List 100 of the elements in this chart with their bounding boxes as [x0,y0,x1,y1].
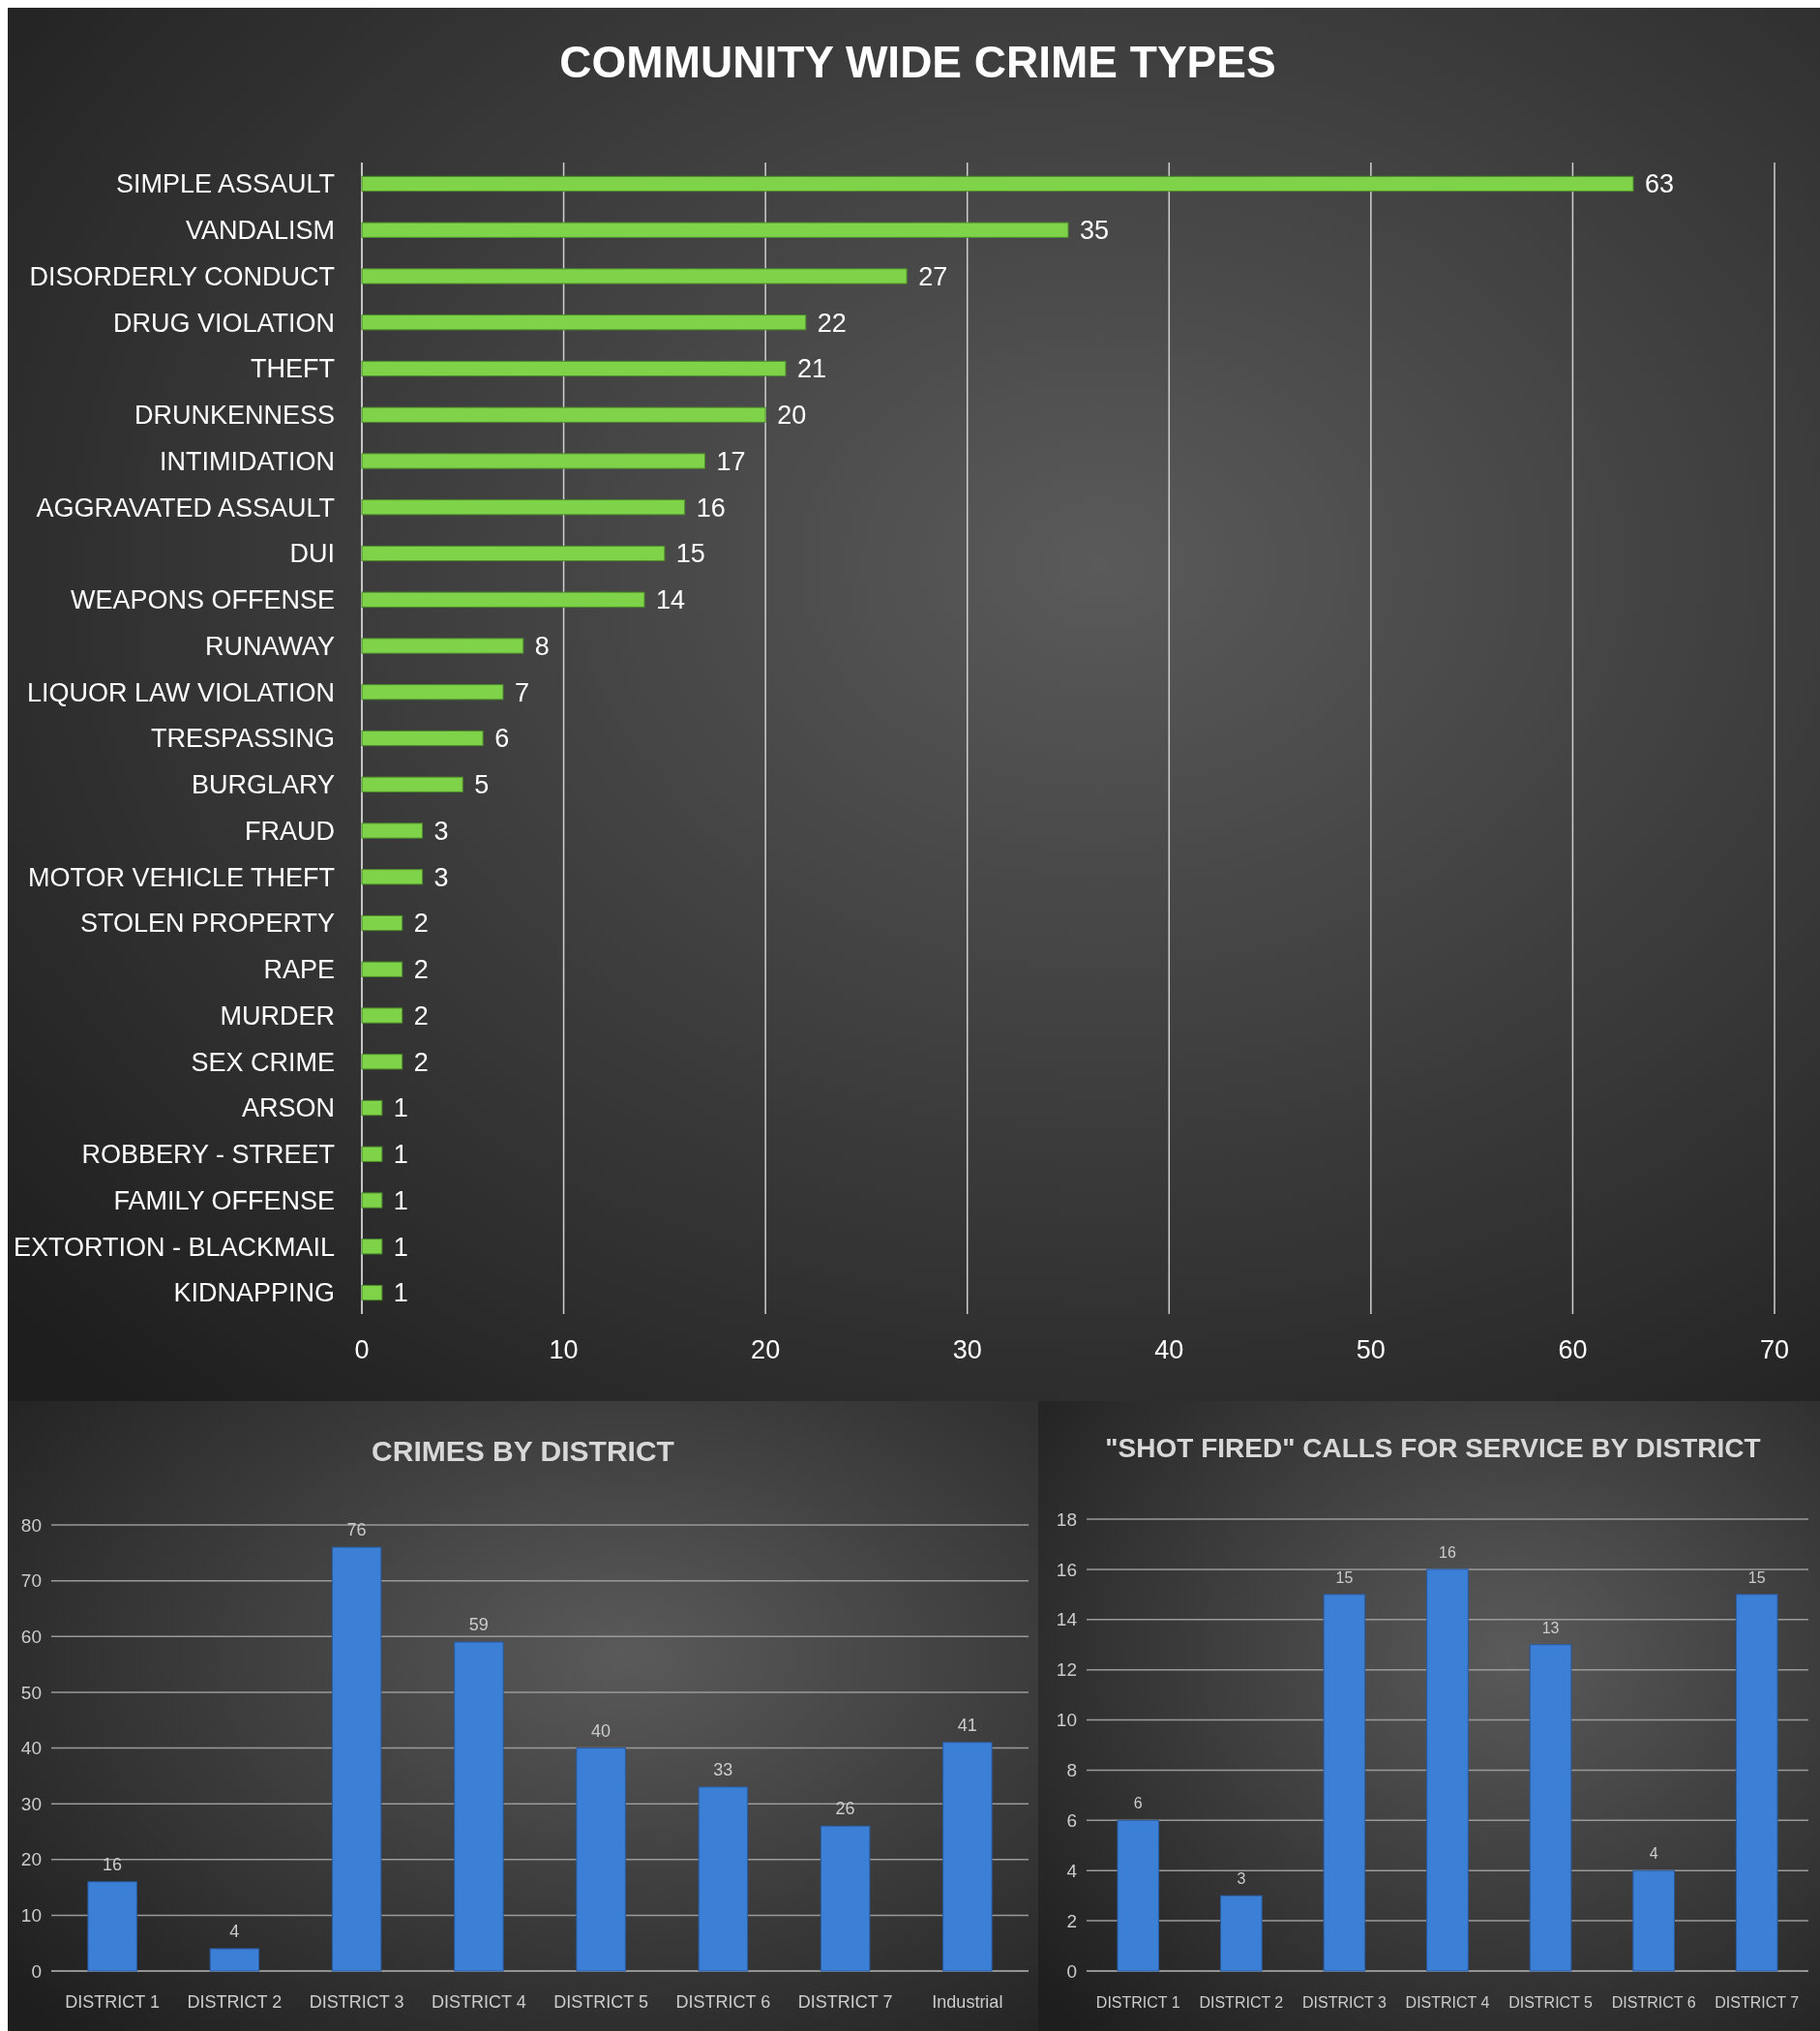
chart-title: "SHOT FIRED" CALLS FOR SERVICE BY DISTRICT [1105,1433,1761,1463]
y-tick-label: 12 [1056,1659,1077,1681]
data-label: 15 [1335,1568,1354,1586]
bar [331,1546,382,1972]
x-tick-label: 60 [1558,1335,1588,1364]
y-tick-label: VANDALISM [185,216,335,246]
bar [361,638,524,654]
bar [576,1747,626,1972]
x-tick-label: DISTRICT 7 [1715,1994,1800,2011]
x-tick-label: DISTRICT 4 [432,1992,526,2012]
y-tick-label: 20 [20,1849,42,1870]
data-label: 20 [777,401,807,431]
bar [361,1192,383,1209]
y-tick-label: FAMILY OFFENSE [113,1185,335,1215]
bar [361,591,645,608]
y-tick-label: 8 [1066,1760,1077,1781]
y-tick-label: 4 [1066,1860,1078,1881]
y-tick-label: 10 [20,1905,42,1926]
y-tick-label: DUI [289,539,335,569]
bar [1426,1568,1469,1972]
x-tick-label: DISTRICT 1 [65,1992,160,2012]
x-tick-label: 0 [354,1335,370,1364]
data-label: 40 [591,1720,612,1741]
y-tick-label: MURDER [220,1001,335,1030]
data-label: 2 [413,1047,429,1077]
bar [361,1284,383,1301]
y-tick-label: 0 [31,1960,42,1982]
bar [1220,1895,1263,1972]
data-label: 4 [1649,1845,1658,1863]
data-label: 3 [1237,1870,1246,1888]
bar [942,1742,993,1972]
x-tick-label: DISTRICT 7 [797,1992,893,2012]
y-tick-label: EXTORTION - BLACKMAIL [13,1232,335,1262]
bar [361,499,686,516]
x-tick-label: 50 [1356,1335,1386,1364]
y-tick-label: ARSON [241,1093,335,1123]
x-tick-label: DISTRICT 2 [187,1992,283,2012]
y-tick-label: MOTOR VEHICLE THEFT [27,862,335,892]
bar [87,1881,137,1972]
data-label: 76 [346,1520,367,1540]
y-tick-label: BURGLARY [191,770,335,800]
data-label: 26 [835,1799,855,1819]
bar [1632,1869,1675,1972]
y-tick-label: 70 [20,1570,42,1592]
data-label: 63 [1645,169,1675,199]
x-tick-label: DISTRICT 6 [675,1992,771,2012]
data-label: 41 [957,1715,977,1735]
bar [361,1054,403,1070]
y-tick-label: DRUNKENNESS [134,401,335,431]
chart-title: COMMUNITY WIDE CRIME TYPES [559,37,1276,87]
x-tick-label: 10 [549,1335,579,1364]
y-tick-label: KIDNAPPING [173,1278,335,1308]
y-tick-label: SEX CRIME [191,1047,335,1077]
data-label: 1 [393,1232,408,1262]
y-tick-label: 50 [20,1682,42,1703]
bar [209,1948,260,1972]
bar [361,961,403,977]
x-tick-label: DISTRICT 3 [309,1992,404,2012]
x-tick-label: DISTRICT 6 [1611,1994,1696,2011]
x-tick-label: DISTRICT 4 [1405,1994,1490,2011]
y-tick-label: 18 [1056,1508,1077,1530]
bar [361,222,1069,238]
y-tick-label: 80 [20,1514,42,1536]
bar [361,776,463,792]
x-tick-label: 70 [1759,1335,1790,1364]
y-tick-label: 6 [1066,1809,1077,1831]
data-label: 22 [817,308,847,338]
data-label: 33 [713,1759,733,1779]
y-tick-label: SIMPLE ASSAULT [115,169,335,199]
data-label: 59 [468,1615,489,1635]
data-label: 1 [393,1140,408,1170]
bar [1117,1819,1160,1972]
data-label: 27 [918,261,948,291]
chart-title: CRIMES BY DISTRICT [372,1435,674,1467]
x-tick-label: 40 [1154,1335,1184,1364]
data-label: 6 [1133,1795,1143,1812]
y-tick-label: DISORDERLY CONDUCT [29,261,335,291]
y-tick-label: 16 [1056,1559,1077,1580]
data-label: 3 [433,862,449,892]
bar [361,406,766,423]
data-label: 21 [797,354,827,384]
x-tick-label: 20 [751,1335,781,1364]
bar [361,360,787,377]
bar [1735,1594,1778,1972]
x-tick-label: DISTRICT 3 [1302,1994,1387,2011]
bar [361,1146,383,1162]
y-tick-label: TRESPASSING [150,724,335,754]
data-label: 13 [1541,1619,1560,1636]
data-label: 2 [413,909,429,939]
bar [361,914,403,932]
y-tick-label: STOLEN PROPERTY [79,909,335,939]
data-label: 35 [1080,216,1110,246]
bar [361,730,484,747]
bar [1529,1644,1572,1972]
data-label: 15 [1747,1568,1766,1586]
bar [361,1007,403,1024]
data-label: 5 [474,770,490,800]
x-tick-label: Industrial [932,1992,1003,2012]
data-label: 14 [656,585,686,615]
y-tick-label: 0 [1066,1960,1077,1982]
